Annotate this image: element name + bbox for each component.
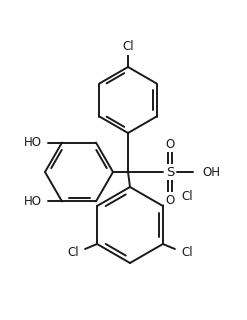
Text: Cl: Cl xyxy=(67,245,79,259)
Text: Cl: Cl xyxy=(181,245,192,259)
Text: S: S xyxy=(166,165,174,179)
Text: Cl: Cl xyxy=(181,189,192,203)
Text: OH: OH xyxy=(202,165,220,179)
Text: Cl: Cl xyxy=(122,41,134,53)
Text: HO: HO xyxy=(24,195,42,208)
Text: HO: HO xyxy=(24,136,42,149)
Text: O: O xyxy=(165,138,175,150)
Text: O: O xyxy=(165,194,175,206)
